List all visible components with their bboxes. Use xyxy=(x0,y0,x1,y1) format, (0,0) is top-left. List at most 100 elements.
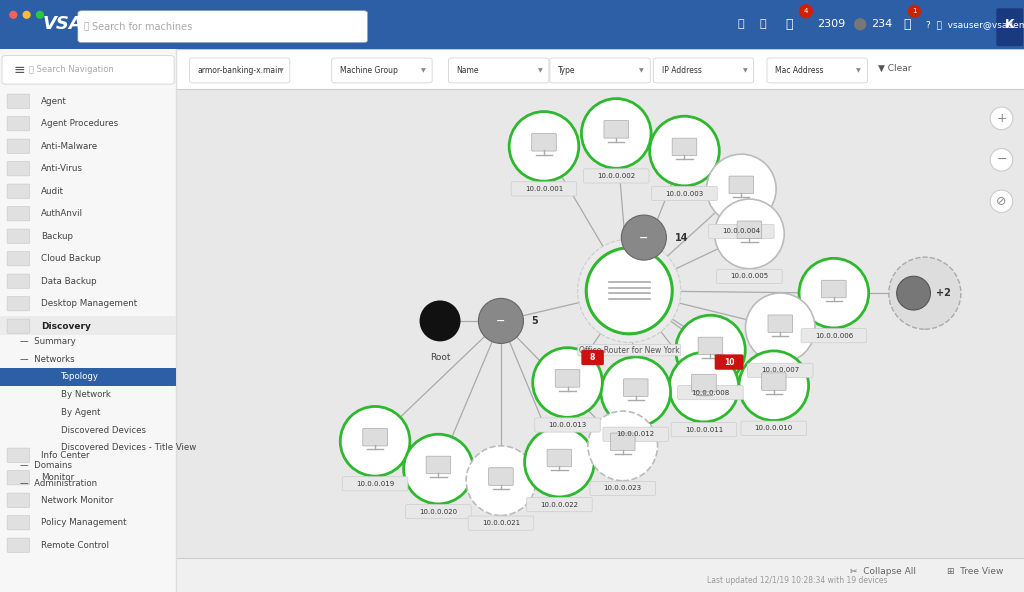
FancyBboxPatch shape xyxy=(189,58,290,83)
FancyBboxPatch shape xyxy=(362,429,387,446)
Text: —  Domains: — Domains xyxy=(20,461,73,470)
Text: Backup: Backup xyxy=(41,231,73,241)
FancyBboxPatch shape xyxy=(604,121,629,138)
FancyBboxPatch shape xyxy=(590,481,655,496)
Text: Agent Procedures: Agent Procedures xyxy=(41,119,118,128)
Text: −: − xyxy=(639,233,648,243)
Text: 10.0.0.019: 10.0.0.019 xyxy=(356,481,394,487)
FancyBboxPatch shape xyxy=(7,448,30,462)
Text: 🔍: 🔍 xyxy=(84,22,89,31)
Text: Discovered Devices - Title View: Discovered Devices - Title View xyxy=(61,443,197,452)
Text: Machine Group: Machine Group xyxy=(340,66,398,75)
Text: ✂  Collapse All: ✂ Collapse All xyxy=(850,567,915,576)
FancyBboxPatch shape xyxy=(7,117,30,131)
Text: 10.0.0.006: 10.0.0.006 xyxy=(815,333,853,339)
FancyBboxPatch shape xyxy=(7,493,30,507)
FancyBboxPatch shape xyxy=(7,229,30,243)
Ellipse shape xyxy=(532,348,602,417)
FancyBboxPatch shape xyxy=(0,0,1024,49)
FancyBboxPatch shape xyxy=(603,427,669,442)
Ellipse shape xyxy=(907,5,922,18)
FancyBboxPatch shape xyxy=(535,418,600,432)
Ellipse shape xyxy=(676,316,745,385)
FancyBboxPatch shape xyxy=(996,8,1023,46)
Text: 10.0.0.004: 10.0.0.004 xyxy=(722,229,761,234)
FancyBboxPatch shape xyxy=(651,186,717,201)
Text: ▼: ▼ xyxy=(279,68,284,73)
FancyBboxPatch shape xyxy=(176,558,1024,592)
Text: 10.0.0.008: 10.0.0.008 xyxy=(691,390,729,395)
Text: 10.0.0.022: 10.0.0.022 xyxy=(541,501,579,507)
Ellipse shape xyxy=(799,4,813,18)
FancyBboxPatch shape xyxy=(7,274,30,288)
FancyBboxPatch shape xyxy=(7,516,30,530)
Text: —  Administration: — Administration xyxy=(20,479,97,488)
Text: 10.0.0.012: 10.0.0.012 xyxy=(616,431,654,437)
Text: —  Networks: — Networks xyxy=(20,355,75,363)
Text: Network Monitor: Network Monitor xyxy=(41,496,114,505)
FancyBboxPatch shape xyxy=(7,207,30,221)
Ellipse shape xyxy=(745,293,815,363)
Text: 10.0.0.010: 10.0.0.010 xyxy=(755,425,793,431)
Text: Anti-Malware: Anti-Malware xyxy=(41,141,98,151)
Ellipse shape xyxy=(340,407,410,476)
FancyBboxPatch shape xyxy=(709,224,774,239)
Text: 📄: 📄 xyxy=(760,20,766,29)
Text: 14: 14 xyxy=(675,233,688,243)
FancyBboxPatch shape xyxy=(555,369,580,387)
Text: 5: 5 xyxy=(531,316,539,326)
FancyBboxPatch shape xyxy=(7,471,30,485)
FancyBboxPatch shape xyxy=(737,221,762,239)
FancyBboxPatch shape xyxy=(671,423,736,437)
FancyBboxPatch shape xyxy=(0,368,176,386)
Text: 🔔: 🔔 xyxy=(903,18,910,31)
FancyBboxPatch shape xyxy=(801,329,866,343)
Text: VSA: VSA xyxy=(43,15,84,33)
FancyBboxPatch shape xyxy=(715,355,743,370)
Text: ⊞  Tree View: ⊞ Tree View xyxy=(947,567,1004,576)
Text: ⏰: ⏰ xyxy=(737,20,743,29)
Text: armor-banking-x.main: armor-banking-x.main xyxy=(198,66,283,75)
Text: Data Backup: Data Backup xyxy=(41,276,96,286)
FancyBboxPatch shape xyxy=(653,58,754,83)
Text: +2: +2 xyxy=(936,288,951,298)
Text: 2309: 2309 xyxy=(817,20,846,29)
Text: 10.0.0.007: 10.0.0.007 xyxy=(761,368,800,374)
Ellipse shape xyxy=(478,298,523,343)
Ellipse shape xyxy=(897,276,931,310)
Text: Info Center: Info Center xyxy=(41,451,89,460)
FancyBboxPatch shape xyxy=(0,316,176,335)
Text: Root: Root xyxy=(430,353,451,362)
FancyBboxPatch shape xyxy=(610,433,635,451)
Ellipse shape xyxy=(990,190,1013,213)
Ellipse shape xyxy=(990,107,1013,130)
Text: 📶: 📶 xyxy=(785,18,793,31)
FancyBboxPatch shape xyxy=(678,385,743,400)
FancyBboxPatch shape xyxy=(176,89,1024,558)
Text: By Agent: By Agent xyxy=(61,408,101,417)
FancyBboxPatch shape xyxy=(0,49,176,592)
Ellipse shape xyxy=(403,435,473,504)
Text: 8: 8 xyxy=(590,353,595,362)
Text: Type: Type xyxy=(558,66,575,75)
Ellipse shape xyxy=(622,215,667,260)
Ellipse shape xyxy=(601,357,671,427)
Text: Last updated 12/1/19 10:28:34 with 19 devices: Last updated 12/1/19 10:28:34 with 19 de… xyxy=(707,576,887,585)
Ellipse shape xyxy=(23,11,31,19)
Ellipse shape xyxy=(990,149,1013,171)
Ellipse shape xyxy=(586,248,672,334)
Text: ▼: ▼ xyxy=(639,68,644,73)
Text: 10.0.0.011: 10.0.0.011 xyxy=(685,427,723,433)
FancyBboxPatch shape xyxy=(176,49,1024,89)
FancyBboxPatch shape xyxy=(449,58,549,83)
Ellipse shape xyxy=(578,239,681,342)
FancyBboxPatch shape xyxy=(531,134,556,151)
Text: ▼: ▼ xyxy=(421,68,426,73)
Text: Monitor: Monitor xyxy=(41,473,74,482)
Text: 10.0.0.020: 10.0.0.020 xyxy=(420,509,458,514)
FancyBboxPatch shape xyxy=(584,169,649,183)
FancyBboxPatch shape xyxy=(672,138,696,156)
Text: 10: 10 xyxy=(724,358,734,366)
FancyBboxPatch shape xyxy=(488,468,513,485)
FancyBboxPatch shape xyxy=(7,139,30,153)
